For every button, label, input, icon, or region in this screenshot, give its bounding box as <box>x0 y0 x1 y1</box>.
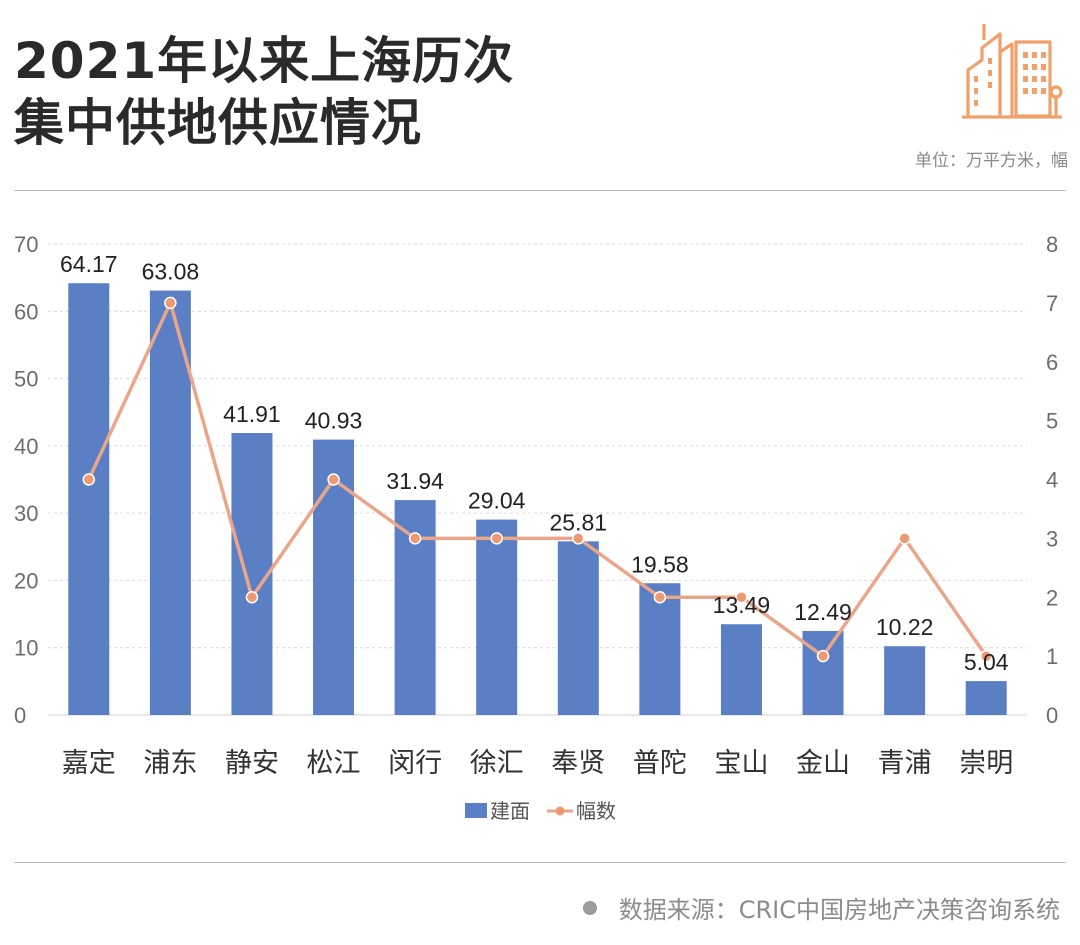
y-right-tick-label: 3 <box>1046 526 1058 551</box>
x-tick-label: 青浦 <box>878 748 932 779</box>
title-line-1: 2021年以来上海历次 <box>14 32 515 90</box>
x-tick-label: 宝山 <box>714 748 768 779</box>
x-tick-label: 金山 <box>796 748 850 779</box>
data-label: 25.81 <box>550 509 608 535</box>
bar <box>557 541 599 715</box>
data-label: 5.04 <box>964 649 1009 675</box>
x-tick-label: 浦东 <box>143 748 197 779</box>
line-marker <box>164 296 177 310</box>
legend-swatch-marker <box>555 806 565 816</box>
chart: 0 10 20 30 40 50 60 70 0 1 2 3 4 5 6 7 8 64.17 63.08 41.91 4… <box>14 232 1058 823</box>
line-series <box>87 301 988 658</box>
y-left-tick-label: 20 <box>14 568 38 593</box>
y-right-tick-label: 2 <box>1046 585 1058 610</box>
line-marker <box>82 473 96 486</box>
y-right-tick-label: 7 <box>1046 291 1058 316</box>
x-tick-label: 徐汇 <box>470 748 524 779</box>
y-right-tick-label: 8 <box>1046 232 1058 257</box>
x-tick-label: 奉贤 <box>551 748 605 779</box>
unit-label: 单位：万平方米，幅 <box>915 151 1068 171</box>
city-buildings-icon <box>962 24 1063 119</box>
data-label: 13.49 <box>713 592 771 618</box>
x-tick-label: 嘉定 <box>62 748 116 779</box>
bar <box>231 433 273 715</box>
data-label: 40.93 <box>305 408 363 434</box>
source-text: 数据来源：CRIC中国房地产决策咨询系统 <box>618 896 1060 924</box>
bar <box>802 630 844 715</box>
legend-label-line: 幅数 <box>576 799 616 823</box>
line-marker <box>979 649 993 663</box>
line-marker <box>245 591 259 604</box>
y-left-tick-label: 60 <box>14 299 38 324</box>
title-line-2: 集中供地供应情况 <box>14 94 422 152</box>
x-tick-label: 普陀 <box>633 748 687 779</box>
x-tick-label: 静安 <box>225 748 279 779</box>
y-left-tick-label: 10 <box>14 636 38 661</box>
bar <box>639 583 681 715</box>
line-marker <box>898 532 911 545</box>
page-title: 2021年以来上海历次 集中供地供应情况 <box>14 30 514 154</box>
line-marker <box>735 591 748 604</box>
data-label: 64.17 <box>60 251 118 277</box>
y-left-tick-label: 30 <box>14 501 38 526</box>
data-label: 63.08 <box>142 259 200 285</box>
bar <box>965 681 1007 715</box>
data-label: 19.58 <box>631 551 689 577</box>
bar <box>476 519 518 715</box>
x-tick-label: 松江 <box>307 748 361 779</box>
data-label: 31.94 <box>386 468 444 494</box>
dot-icon <box>582 901 597 915</box>
y-left-tick-label: 50 <box>14 367 38 392</box>
line-marker <box>408 532 422 545</box>
data-label: 12.49 <box>794 599 852 625</box>
line-marker <box>327 473 340 486</box>
data-label: 41.91 <box>223 401 281 427</box>
line-marker <box>816 649 830 663</box>
y-right-tick-label: 6 <box>1046 350 1058 375</box>
bar <box>149 290 191 715</box>
bar <box>68 283 110 715</box>
data-label: 10.22 <box>876 614 934 640</box>
y-left-tick-label: 70 <box>14 232 38 257</box>
y-right-tick-label: 4 <box>1046 468 1058 493</box>
line-marker <box>653 591 667 604</box>
y-right-tick-label: 1 <box>1046 644 1058 669</box>
line-marker <box>490 532 503 545</box>
y-left-tick-label: 40 <box>14 434 38 459</box>
x-tick-label: 闵行 <box>388 748 442 779</box>
legend-swatch-bar <box>465 803 487 818</box>
top-divider <box>14 190 1066 191</box>
bottom-divider <box>14 862 1066 863</box>
y-left-tick-label: 0 <box>14 703 26 728</box>
y-right-tick-label: 5 <box>1046 409 1058 434</box>
data-label: 29.04 <box>468 488 526 514</box>
line-marker <box>572 532 585 545</box>
x-tick-label: 崇明 <box>959 748 1013 779</box>
y-right-tick-label: 0 <box>1046 703 1058 728</box>
source-note: 数据来源：CRIC中国房地产决策咨询系统 <box>582 890 1060 925</box>
bar <box>720 624 762 715</box>
bar <box>884 646 926 715</box>
legend-label-bar: 建面 <box>490 799 530 823</box>
